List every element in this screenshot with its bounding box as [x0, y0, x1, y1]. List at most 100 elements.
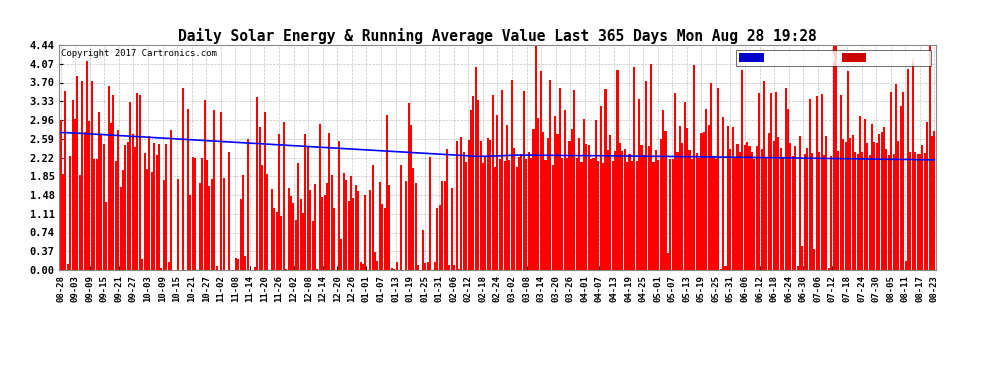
- Bar: [120, 188, 122, 270]
- Bar: [139, 95, 141, 270]
- Bar: [703, 132, 705, 270]
- Bar: [499, 159, 501, 270]
- Bar: [583, 119, 585, 270]
- Bar: [153, 143, 155, 270]
- Bar: [897, 141, 899, 270]
- Title: Daily Solar Energy & Running Average Value Last 365 Days Mon Aug 28 19:28: Daily Solar Energy & Running Average Val…: [178, 28, 817, 44]
- Bar: [285, 268, 287, 270]
- Bar: [302, 213, 304, 270]
- Bar: [93, 159, 95, 270]
- Bar: [681, 143, 683, 270]
- Bar: [240, 199, 242, 270]
- Bar: [696, 153, 698, 270]
- Bar: [482, 163, 484, 270]
- Bar: [917, 154, 919, 270]
- Bar: [271, 189, 273, 270]
- Bar: [343, 173, 345, 270]
- Bar: [410, 125, 412, 270]
- Bar: [563, 110, 565, 270]
- Bar: [888, 154, 890, 270]
- Bar: [609, 135, 611, 270]
- Bar: [765, 158, 767, 270]
- Bar: [148, 136, 150, 270]
- Bar: [910, 152, 912, 270]
- Bar: [885, 149, 887, 270]
- Bar: [794, 146, 796, 270]
- Bar: [329, 133, 331, 270]
- Bar: [463, 152, 465, 270]
- Bar: [838, 152, 840, 270]
- Bar: [206, 160, 208, 270]
- Bar: [523, 92, 525, 270]
- Bar: [866, 143, 868, 270]
- Bar: [425, 264, 427, 270]
- Bar: [597, 161, 599, 270]
- Bar: [634, 68, 636, 270]
- Bar: [430, 158, 432, 270]
- Bar: [338, 141, 341, 270]
- Bar: [814, 249, 816, 270]
- Bar: [132, 134, 134, 270]
- Bar: [861, 152, 863, 270]
- Bar: [391, 268, 393, 270]
- Bar: [770, 93, 772, 270]
- Bar: [705, 109, 707, 270]
- Bar: [691, 159, 693, 270]
- Bar: [455, 141, 457, 270]
- Bar: [158, 144, 160, 270]
- Bar: [209, 186, 211, 270]
- Bar: [926, 122, 929, 270]
- Bar: [526, 159, 528, 270]
- Bar: [470, 110, 472, 270]
- Bar: [506, 125, 508, 270]
- Bar: [730, 149, 732, 270]
- Bar: [631, 161, 633, 270]
- Bar: [167, 262, 169, 270]
- Bar: [408, 103, 410, 270]
- Bar: [912, 58, 914, 270]
- Bar: [494, 167, 496, 270]
- Bar: [489, 140, 491, 270]
- Bar: [533, 129, 535, 270]
- Bar: [513, 148, 516, 270]
- Bar: [228, 152, 230, 270]
- Bar: [504, 161, 506, 270]
- Bar: [840, 94, 842, 270]
- Bar: [275, 212, 277, 270]
- Bar: [849, 138, 851, 270]
- Bar: [379, 182, 381, 270]
- Bar: [199, 183, 201, 270]
- Bar: [81, 81, 83, 270]
- Bar: [144, 153, 146, 270]
- Bar: [314, 184, 316, 270]
- Bar: [162, 180, 165, 270]
- Bar: [907, 69, 909, 270]
- Bar: [59, 120, 61, 270]
- Bar: [177, 179, 179, 270]
- Bar: [475, 68, 477, 270]
- Bar: [415, 183, 417, 270]
- Bar: [453, 265, 455, 270]
- Bar: [753, 159, 755, 270]
- Bar: [242, 176, 245, 270]
- Bar: [671, 159, 674, 270]
- Bar: [535, 45, 537, 270]
- Bar: [319, 124, 321, 270]
- Bar: [74, 119, 76, 270]
- Bar: [71, 100, 73, 270]
- Bar: [263, 112, 265, 270]
- Bar: [735, 158, 737, 270]
- Bar: [580, 162, 582, 270]
- Bar: [422, 230, 424, 270]
- Bar: [76, 76, 78, 270]
- Bar: [189, 195, 191, 270]
- Bar: [833, 45, 835, 270]
- Bar: [607, 150, 609, 270]
- Bar: [467, 141, 469, 270]
- Bar: [256, 97, 258, 270]
- Bar: [247, 139, 248, 270]
- Bar: [556, 134, 558, 270]
- Bar: [880, 132, 882, 270]
- Bar: [811, 153, 813, 270]
- Bar: [290, 196, 292, 270]
